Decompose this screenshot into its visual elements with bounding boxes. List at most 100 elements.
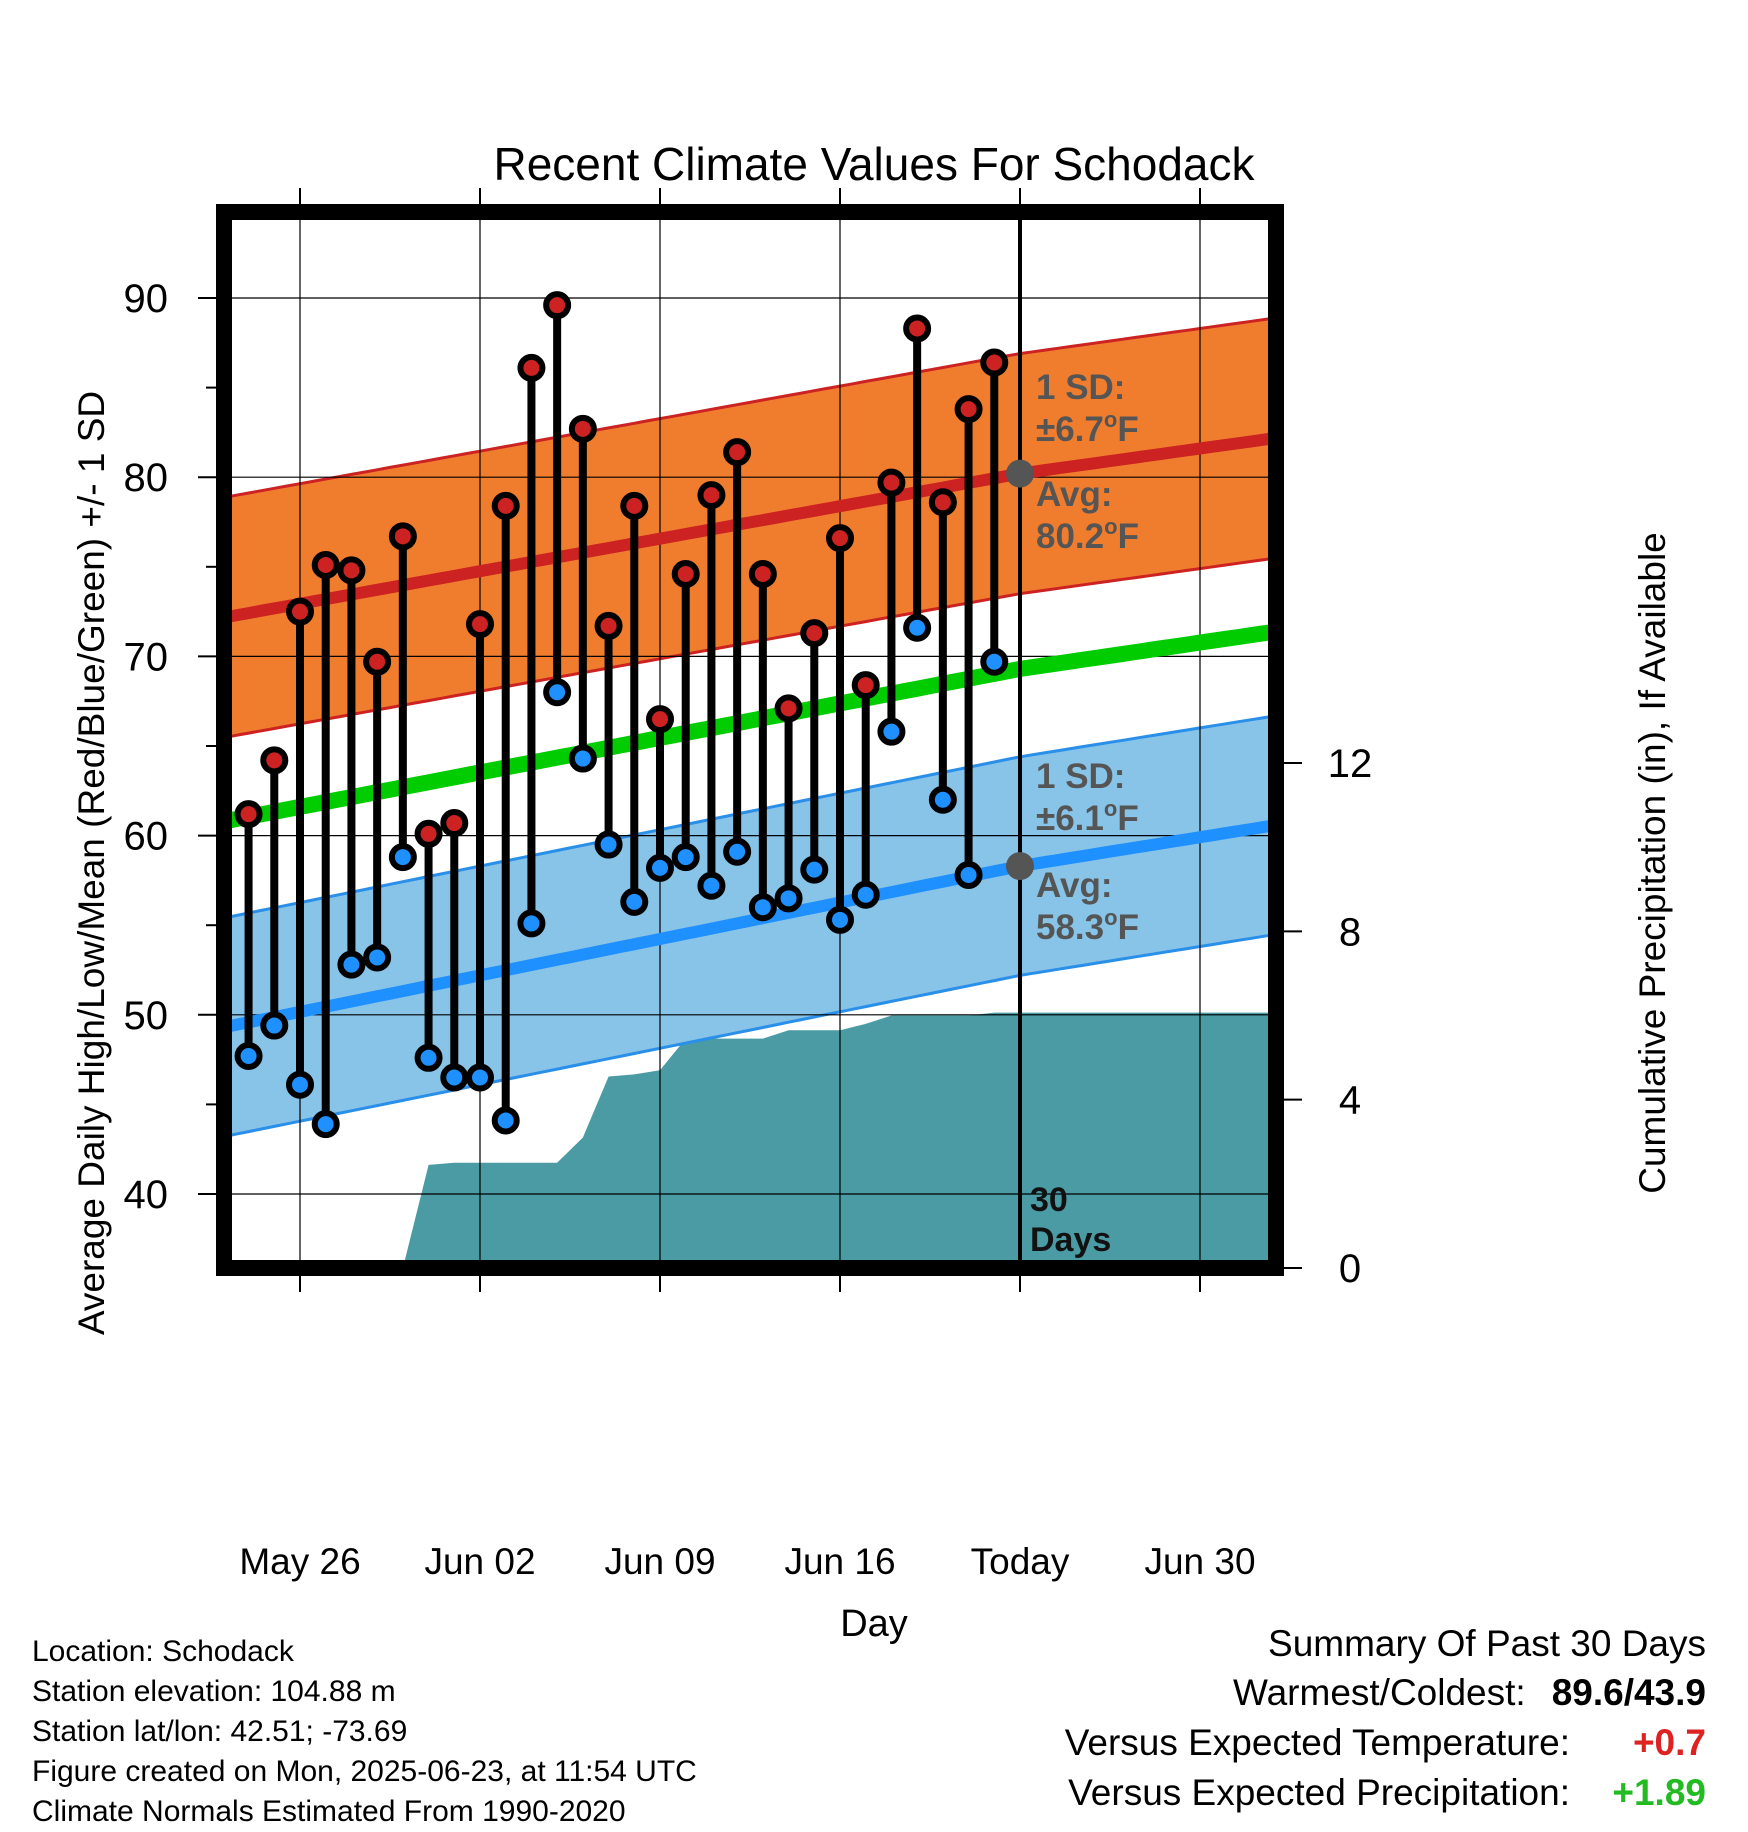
daily-high-point [774,694,803,723]
low-avg-marker [1006,852,1034,881]
x-tick-label-today: Today [971,1541,1070,1582]
y2-tick-label-8: 8 [1339,910,1361,954]
low-normal-line [232,820,1268,1032]
series-layer [232,220,1268,1260]
daily-high-point [363,647,392,676]
daily-high-point [234,800,263,829]
daily-low-point [954,861,983,890]
daily-high-point [851,671,880,700]
precip-value: +1.89 [1612,1772,1706,1813]
summary-warmest-row: Warmest/Coldest: 89.6/43.9 [1065,1668,1706,1718]
daily-low-point [877,717,906,746]
daily-low-point [311,1110,340,1139]
daily-low-point [440,1063,469,1092]
daily-low-point [543,678,572,707]
x-tick-label-jun-02: Jun 02 [424,1541,535,1582]
x-tick-label-jun-16: Jun 16 [784,1541,895,1582]
daily-high-point [748,559,777,588]
y-tick-label-70: 70 [124,635,169,679]
high-avg-annotation-line-1: Avg: [1036,475,1112,514]
daily-high-point [466,610,494,639]
latlon-text: Station lat/lon: 42.51; -73.69 [32,1715,408,1748]
summary-panel: Summary Of Past 30 Days Warmest/Coldest:… [1065,1620,1706,1818]
station-info: Location: Schodack Station elevation: 10… [32,1632,697,1832]
daily-low-point [646,853,674,882]
daily-low-point [800,855,829,884]
daily-high-point [568,414,597,443]
daily-high-point [980,348,1009,377]
daily-high-point [543,291,572,320]
warmest-value: 89.6/43.9 [1551,1672,1706,1713]
daily-high-point [440,809,469,838]
y-tick-label-80: 80 [124,456,169,500]
temp-value: +0.7 [1632,1722,1706,1763]
chart-title: Recent Climate Values For Schodack [493,138,1255,190]
daily-low-point [980,647,1009,676]
low-avg-annotation-line-2: 58.3oF [1036,905,1139,947]
plot-frame [216,204,1284,1276]
daily-high-point [800,619,829,648]
daily-low-point [286,1070,314,1099]
daily-low-point [774,884,803,913]
daily-high-point [311,551,340,580]
y-tick-label-40: 40 [124,1173,169,1217]
daily-low-point [748,893,777,922]
daily-low-point [337,950,366,979]
daily-low-point [414,1043,443,1072]
daily-high-point [928,488,957,517]
y2-tick-label-12: 12 [1328,742,1373,786]
daily-low-point [363,943,392,972]
daily-high-point [671,559,700,588]
daily-low-point [517,909,546,938]
daily-high-point [903,314,932,343]
y-tick-label-90: 90 [124,277,169,321]
high-sd-upper-line [232,317,1268,498]
low-sd-annotation-line-1: 1 SD: [1036,757,1125,796]
daily-high-point [286,597,314,626]
precip-label: Versus Expected Precipitation: [1068,1772,1570,1813]
precip-area [232,1012,1268,1260]
daily-low-point [723,837,752,866]
daily-low-point [466,1063,494,1092]
daily-low-point [234,1042,263,1071]
y-tick-label-60: 60 [124,815,169,859]
daily-low-point [568,744,597,773]
daily-low-point [260,1011,289,1040]
daily-high-point [723,438,752,467]
daily-high-point [517,353,546,382]
daily-high-point [260,746,289,775]
daily-low-point [388,843,417,872]
y-axis-label: Average Daily High/Low/Mean (Red/Blue/Gr… [71,391,112,1335]
high-sd-annotation-line-2: ±6.7oF [1036,407,1139,449]
high-avg-marker [1006,459,1034,488]
summary-title: Summary Of Past 30 Days [1268,1623,1706,1664]
low-sd-annotation-line-2: ±6.1oF [1036,796,1139,838]
created-text: Figure created on Mon, 2025-06-23, at 11… [32,1755,697,1788]
x-tick-label-jun-30: Jun 30 [1144,1541,1255,1582]
x-tick-label-jun-09: Jun 09 [604,1541,715,1582]
low-avg-annotation-line-1: Avg: [1036,866,1112,905]
y-tick-label-50: 50 [124,994,169,1038]
daily-high-point [697,481,726,510]
daily-low-point [594,830,623,859]
elevation-text: Station elevation: 104.88 m [32,1675,396,1708]
daily-high-point [646,705,674,734]
daily-high-point [954,395,983,424]
daily-low-point [620,887,649,916]
precip-layer [232,1012,1268,1260]
daily-low-point [851,880,880,909]
axis-layer: 40 50 60 70 80 90 0 4 8 12 May 26 Jun 02 Jun 09 Jun 1… [124,188,1373,1582]
daily-low-point [826,905,854,934]
warmest-label: Warmest/Coldest: [1233,1672,1526,1713]
x-axis-label: Day [840,1603,908,1645]
temp-label: Versus Expected Temperature: [1064,1722,1570,1763]
high-sd-annotation-line-1: 1 SD: [1036,368,1125,407]
daily-high-point [594,611,623,640]
high-avg-annotation-line-2: 80.2oF [1036,514,1139,556]
normals-text: Climate Normals Estimated From 1990-2020 [32,1795,626,1828]
location-text: Location: Schodack [32,1635,294,1668]
daily-low-point [697,871,726,900]
